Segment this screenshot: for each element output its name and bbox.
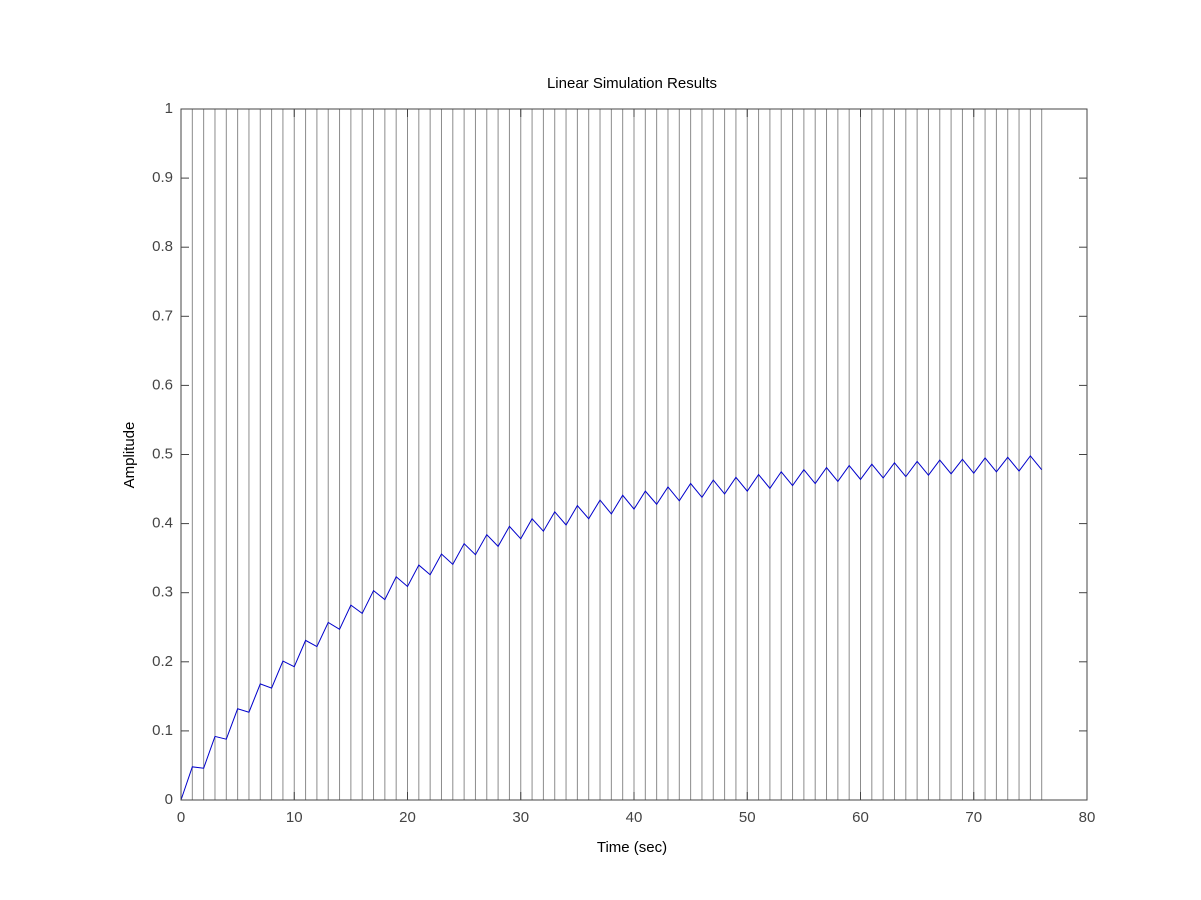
y-tick-label: 0.4 [152, 515, 173, 532]
y-tick-label: 0.8 [152, 238, 173, 255]
y-tick-label: 0.2 [152, 653, 173, 670]
x-tick-label: 20 [399, 809, 416, 826]
y-tick-label: 0.9 [152, 169, 173, 186]
y-tick-label: 0.3 [152, 584, 173, 601]
x-axis-label: Time (sec) [597, 839, 667, 856]
x-tick-label: 30 [512, 809, 529, 826]
chart-title: Linear Simulation Results [547, 75, 717, 92]
x-tick-label: 0 [177, 809, 185, 826]
x-tick-label: 80 [1079, 809, 1096, 826]
x-tick-label: 40 [626, 809, 643, 826]
x-tick-label: 60 [852, 809, 869, 826]
x-tick-label: 70 [965, 809, 982, 826]
x-tick-label: 50 [739, 809, 756, 826]
x-tick-label: 10 [286, 809, 303, 826]
y-tick-label: 0.6 [152, 376, 173, 393]
y-tick-label: 1 [165, 100, 173, 117]
y-tick-label: 0 [165, 791, 173, 808]
series-line [180, 455, 1043, 801]
y-tick-label: 0.5 [152, 445, 173, 462]
y-tick-label: 0.1 [152, 722, 173, 739]
y-tick-label: 0.7 [152, 307, 173, 324]
y-axis-label: Amplitude [121, 422, 138, 489]
